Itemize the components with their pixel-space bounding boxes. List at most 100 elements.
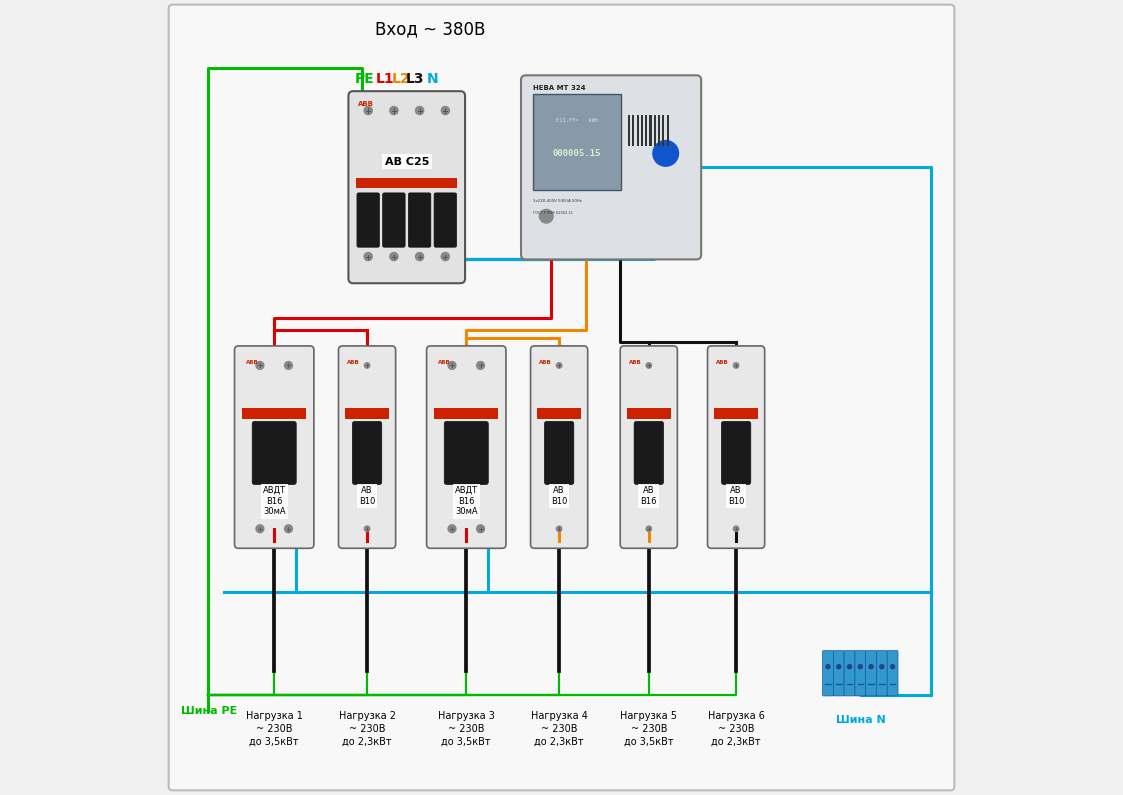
Bar xyxy=(646,115,647,146)
Text: Нагрузка 5
~ 230В
до 3,5кВт: Нагрузка 5 ~ 230В до 3,5кВт xyxy=(620,711,677,747)
Bar xyxy=(667,115,668,146)
FancyBboxPatch shape xyxy=(435,193,457,247)
FancyBboxPatch shape xyxy=(876,650,887,696)
Text: Вход ~ 380В: Вход ~ 380В xyxy=(375,21,486,38)
FancyBboxPatch shape xyxy=(620,346,677,549)
Circle shape xyxy=(733,526,739,532)
Circle shape xyxy=(646,526,651,532)
Text: АВ
В10: АВ В10 xyxy=(359,486,375,506)
Text: Шина РЕ: Шина РЕ xyxy=(181,706,237,716)
Circle shape xyxy=(891,665,895,669)
Circle shape xyxy=(869,665,873,669)
Bar xyxy=(654,115,656,146)
FancyBboxPatch shape xyxy=(887,650,898,696)
Text: ГОСТ Р МЭК 62052-11: ГОСТ Р МЭК 62052-11 xyxy=(532,211,573,215)
Bar xyxy=(632,115,634,146)
Circle shape xyxy=(652,141,678,166)
FancyBboxPatch shape xyxy=(521,76,701,259)
Circle shape xyxy=(441,253,449,261)
Circle shape xyxy=(476,525,484,533)
FancyBboxPatch shape xyxy=(409,193,431,247)
Circle shape xyxy=(364,253,372,261)
Circle shape xyxy=(448,525,456,533)
Text: АВДТ
В16
30мА: АВДТ В16 30мА xyxy=(455,486,477,517)
Circle shape xyxy=(646,363,651,368)
Text: Нагрузка 4
~ 230В
до 2,3кВт: Нагрузка 4 ~ 230В до 2,3кВт xyxy=(531,711,587,747)
Text: ABB: ABB xyxy=(347,359,360,365)
FancyBboxPatch shape xyxy=(530,346,587,549)
FancyBboxPatch shape xyxy=(353,421,382,484)
FancyBboxPatch shape xyxy=(168,5,955,790)
Circle shape xyxy=(284,525,292,533)
Text: L1: L1 xyxy=(376,72,394,86)
FancyBboxPatch shape xyxy=(721,421,751,484)
FancyBboxPatch shape xyxy=(833,650,844,696)
Circle shape xyxy=(448,362,456,370)
Circle shape xyxy=(441,107,449,114)
Text: Нагрузка 2
~ 230В
до 2,3кВт: Нагрузка 2 ~ 230В до 2,3кВт xyxy=(338,711,395,747)
FancyBboxPatch shape xyxy=(866,650,876,696)
Circle shape xyxy=(539,209,554,223)
Text: 000005.15: 000005.15 xyxy=(553,149,601,158)
Text: АВ
В16: АВ В16 xyxy=(640,486,657,506)
Bar xyxy=(649,115,651,146)
Bar xyxy=(356,178,457,188)
Text: АВ
В10: АВ В10 xyxy=(551,486,567,506)
Circle shape xyxy=(390,107,398,114)
Circle shape xyxy=(837,665,841,669)
Circle shape xyxy=(416,107,423,114)
FancyBboxPatch shape xyxy=(357,193,380,247)
Text: ABB: ABB xyxy=(358,102,374,107)
Circle shape xyxy=(364,526,369,532)
Text: АВДТ
В16
30мА: АВДТ В16 30мА xyxy=(263,486,285,517)
Text: ABB: ABB xyxy=(246,359,258,365)
Circle shape xyxy=(825,665,830,669)
Text: Нагрузка 6
~ 230В
до 2,3кВт: Нагрузка 6 ~ 230В до 2,3кВт xyxy=(707,711,765,747)
Text: ABB: ABB xyxy=(716,359,729,365)
FancyBboxPatch shape xyxy=(855,650,866,696)
Circle shape xyxy=(390,253,398,261)
FancyBboxPatch shape xyxy=(427,346,506,549)
Circle shape xyxy=(364,363,369,368)
Text: АВ
В10: АВ В10 xyxy=(728,486,745,506)
Circle shape xyxy=(476,362,484,370)
Circle shape xyxy=(256,525,264,533)
Circle shape xyxy=(556,526,562,532)
FancyBboxPatch shape xyxy=(338,346,395,549)
FancyBboxPatch shape xyxy=(634,421,664,484)
Circle shape xyxy=(879,665,884,669)
Circle shape xyxy=(416,253,423,261)
Circle shape xyxy=(858,665,862,669)
Circle shape xyxy=(848,665,851,669)
Bar xyxy=(627,408,670,419)
FancyBboxPatch shape xyxy=(707,346,765,549)
Bar xyxy=(658,115,660,146)
Bar xyxy=(628,115,630,146)
Bar xyxy=(435,408,499,419)
Text: N: N xyxy=(427,72,438,86)
Bar xyxy=(345,408,390,419)
Text: ABB: ABB xyxy=(539,359,553,365)
Text: ABB: ABB xyxy=(438,359,450,365)
Text: Нагрузка 1
~ 230В
до 3,5кВт: Нагрузка 1 ~ 230В до 3,5кВт xyxy=(246,711,303,747)
Text: L2: L2 xyxy=(392,72,411,86)
FancyBboxPatch shape xyxy=(235,346,314,549)
Circle shape xyxy=(364,107,372,114)
Text: 3x230-400V 5(65)A 50Hz: 3x230-400V 5(65)A 50Hz xyxy=(532,199,582,203)
Circle shape xyxy=(733,363,739,368)
Bar xyxy=(663,115,665,146)
FancyBboxPatch shape xyxy=(348,91,465,283)
Text: PE: PE xyxy=(355,72,375,86)
Bar xyxy=(532,94,621,190)
Text: Е11.FF=   kWh: Е11.FF= kWh xyxy=(556,118,599,123)
Bar xyxy=(637,115,639,146)
FancyBboxPatch shape xyxy=(823,650,833,696)
FancyBboxPatch shape xyxy=(383,193,405,247)
Text: НЕВА МТ 324: НЕВА МТ 324 xyxy=(532,85,585,91)
Text: L3: L3 xyxy=(405,72,423,86)
Bar xyxy=(714,408,758,419)
Bar xyxy=(641,115,643,146)
Text: Нагрузка 3
~ 230В
до 3,5кВт: Нагрузка 3 ~ 230В до 3,5кВт xyxy=(438,711,495,747)
Circle shape xyxy=(556,363,562,368)
FancyBboxPatch shape xyxy=(844,650,855,696)
